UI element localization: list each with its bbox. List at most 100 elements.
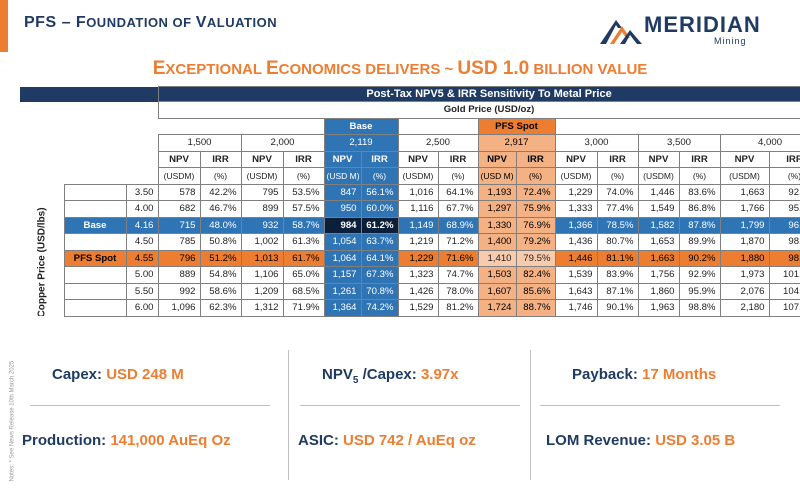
irr-cell: 87.1%	[596, 282, 639, 300]
unit-header: (%)	[282, 167, 325, 185]
irr-cell: 51.2%	[199, 249, 242, 267]
table-row: 6.00 1,096 62.3% 1,312 71.9% 1,364 74.2% 1,529 8…	[20, 299, 800, 317]
npv-header: NPV	[554, 150, 598, 168]
scenario-row-label	[63, 233, 127, 251]
blank-cell	[555, 118, 800, 135]
unit-header: (USDM)	[157, 167, 201, 185]
irr-cell: 71.9%	[282, 299, 325, 317]
unit-header: (USDM)	[637, 167, 680, 185]
irr-header: IRR	[199, 150, 242, 168]
npv-cell: 1,002	[240, 233, 284, 251]
irr-cell: 61.7%	[282, 249, 325, 267]
irr-cell: 96.6%	[768, 216, 800, 234]
irr-cell: 83.9%	[596, 266, 639, 284]
scenario-row-label	[63, 299, 127, 317]
npv-cell: 1,323	[397, 266, 439, 284]
npv-cell: 785	[157, 233, 201, 251]
npv-cell: 1,582	[637, 216, 680, 234]
npv-header: NPV	[397, 150, 439, 168]
irr-cell: 78.5%	[596, 216, 639, 234]
npv-cell: 1,529	[397, 299, 439, 317]
npv-cell: 1,870	[719, 233, 770, 251]
irr-cell: 98.9%	[768, 249, 800, 267]
irr-cell: 95.7%	[768, 200, 800, 218]
npv-cell: 1,116	[397, 200, 439, 218]
irr-cell: 85.6%	[515, 282, 556, 300]
irr-cell: 71.2%	[437, 233, 479, 251]
copper-axis-cell: Copper Price (USD/lbs)	[20, 184, 64, 316]
asic-metric: ASIC: USD 742 / AuEq oz	[298, 432, 476, 449]
npv-header: NPV	[477, 150, 517, 168]
npv-cell: 1,229	[397, 249, 439, 267]
irr-cell: 88.7%	[515, 299, 556, 317]
unit-header: (%)	[678, 167, 721, 185]
irr-cell: 92.7%	[768, 183, 800, 201]
irr-header: IRR	[437, 150, 479, 168]
npv-cell: 1,209	[240, 282, 284, 300]
spot-scenario-label: PFS Spot	[477, 117, 556, 135]
irr-header: IRR	[768, 150, 800, 168]
npv-cell: 1,799	[719, 216, 770, 234]
npv-cell: 1,539	[554, 266, 598, 284]
irr-cell: 87.8%	[678, 216, 721, 234]
blank-cell	[20, 151, 158, 168]
npv-cell: 1,261	[323, 282, 362, 300]
npv-cell: 1,880	[719, 249, 770, 267]
table-row: PFS Spot 4.55 796 51.2% 1,013 61.7% 1,064 64.1%…	[20, 249, 800, 267]
irr-cell: 79.2%	[515, 233, 556, 251]
gold-price-header: 3,500	[637, 134, 721, 152]
irr-cell: 104.3%	[768, 282, 800, 300]
npv-cell: 1,096	[157, 299, 201, 317]
company-logo: MERIDIAN Mining	[600, 12, 770, 48]
irr-cell: 92.9%	[678, 266, 721, 284]
irr-cell: 95.9%	[678, 282, 721, 300]
npv-cell: 1,330	[477, 216, 517, 234]
payback-metric: Payback: 17 Months	[572, 366, 717, 383]
irr-cell: 64.1%	[437, 183, 479, 201]
gold-price-header: 2,119	[323, 134, 399, 152]
notes: Notes: * See News Release 10th March 202…	[9, 360, 16, 482]
npv-header: NPV	[157, 150, 201, 168]
npv-cell: 1,503	[477, 266, 517, 284]
table-row: Copper Price (USD/lbs) 3.50 578 42.2% 795 53.…	[20, 183, 800, 316]
blank-cell	[398, 118, 478, 135]
irr-header: IRR	[282, 150, 325, 168]
page-title: PFS – FOUNDATION OF VALUATION	[24, 14, 278, 31]
npv-cell: 1,157	[323, 266, 362, 284]
npv-header: NPV	[240, 150, 284, 168]
divider	[30, 405, 270, 406]
unit-header: (USDM)	[719, 167, 770, 185]
gold-price-header: 2,917	[477, 134, 556, 152]
npv-header: NPV	[323, 150, 362, 168]
logo-word: MERIDIAN	[644, 12, 761, 37]
unit-header: (%)	[596, 167, 639, 185]
irr-cell: 74.2%	[360, 299, 399, 317]
capex-metric: Capex: USD 248 M	[52, 366, 184, 383]
irr-cell: 74.0%	[596, 183, 639, 201]
npv-cell: 847	[323, 183, 362, 201]
irr-cell: 90.2%	[678, 249, 721, 267]
unit-header: (%)	[199, 167, 242, 185]
npv-cell: 2,076	[719, 282, 770, 300]
irr-cell: 61.2%	[360, 216, 399, 234]
lom-revenue-metric: LOM Revenue: USD 3.05 B	[546, 432, 736, 449]
scenario-row-label	[63, 183, 127, 201]
irr-cell: 72.4%	[515, 183, 556, 201]
npv-cell: 796	[157, 249, 201, 267]
npv-cell: 1,016	[397, 183, 439, 201]
npv-cell: 1,193	[477, 183, 517, 201]
npv-cell: 1,297	[477, 200, 517, 218]
npv-cell: 1,013	[240, 249, 284, 267]
irr-cell: 77.4%	[596, 200, 639, 218]
irr-cell: 68.9%	[437, 216, 479, 234]
gold-price-header: 2,500	[397, 134, 479, 152]
gold-price-header: 4,000	[719, 134, 800, 152]
npv-cell: 795	[240, 183, 284, 201]
scenario-row-label	[63, 200, 127, 218]
irr-cell: 101.5%	[768, 266, 800, 284]
irr-cell: 76.9%	[515, 216, 556, 234]
irr-cell: 57.5%	[282, 200, 325, 218]
npv-cell: 889	[157, 266, 201, 284]
npv-cell: 1,219	[397, 233, 439, 251]
base-scenario-label: Base	[323, 117, 399, 135]
